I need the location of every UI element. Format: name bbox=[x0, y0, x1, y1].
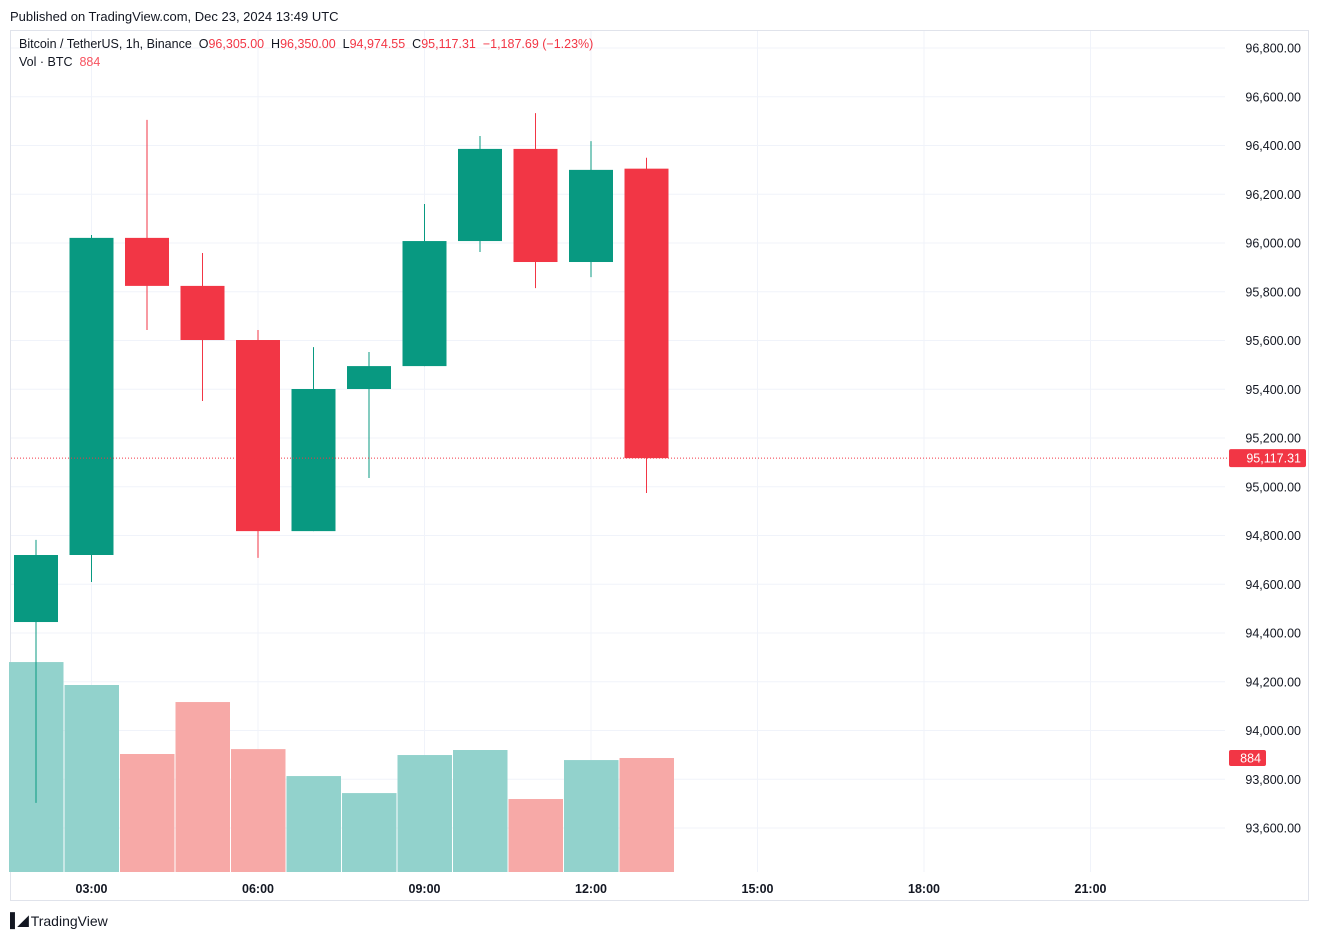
published-note: Published on TradingView.com, Dec 23, 20… bbox=[10, 9, 339, 24]
volume-label[interactable]: Vol · BTC bbox=[19, 55, 73, 69]
volume-bar bbox=[231, 749, 286, 872]
volume-bar bbox=[564, 760, 619, 872]
candle-body bbox=[624, 168, 669, 459]
y-tick-label: 95,400.00 bbox=[1245, 383, 1301, 397]
y-tick-label: 96,000.00 bbox=[1245, 237, 1301, 251]
y-tick-label: 95,800.00 bbox=[1245, 285, 1301, 299]
close-value: 95,117.31 bbox=[421, 37, 476, 51]
close-label: C bbox=[412, 37, 422, 51]
tradingview-brand[interactable]: ▌◢ TradingView bbox=[10, 912, 108, 929]
y-tick-label: 96,600.00 bbox=[1245, 90, 1301, 104]
candle-body bbox=[291, 389, 336, 532]
candle-body bbox=[402, 241, 447, 367]
volume-bar bbox=[619, 758, 674, 872]
symbol-title[interactable]: Bitcoin / TetherUS, 1h, Binance bbox=[19, 37, 192, 51]
y-tick-label: 94,800.00 bbox=[1245, 529, 1301, 543]
ohlc-legend: Bitcoin / TetherUS, 1h, Binance O96,305.… bbox=[19, 37, 593, 51]
volume-bar bbox=[286, 776, 341, 872]
y-tick-label: 95,600.00 bbox=[1245, 334, 1301, 348]
y-tick-label: 94,600.00 bbox=[1245, 578, 1301, 592]
candle-body bbox=[125, 237, 169, 286]
volume-bar bbox=[508, 799, 563, 872]
volume-legend: Vol · BTC 884 bbox=[19, 55, 100, 69]
tradingview-logo-icon: ▌◢ bbox=[10, 912, 29, 928]
x-tick-label: 09:00 bbox=[409, 882, 441, 896]
volume-bar bbox=[175, 702, 230, 872]
candle-body bbox=[236, 340, 280, 532]
last-volume-label: 884 bbox=[1240, 752, 1261, 766]
open-value: 96,305.00 bbox=[208, 37, 265, 51]
candle-body bbox=[347, 366, 391, 390]
x-tick-label: 12:00 bbox=[575, 882, 607, 896]
y-tick-label: 96,800.00 bbox=[1245, 42, 1301, 56]
y-tick-label: 96,200.00 bbox=[1245, 188, 1301, 202]
x-tick-label: 15:00 bbox=[742, 882, 774, 896]
last-price-label: 95,117.31 bbox=[1246, 452, 1301, 466]
volume-bar bbox=[397, 755, 452, 872]
candle-body bbox=[14, 555, 58, 623]
x-tick-label: 06:00 bbox=[242, 882, 274, 896]
y-tick-label: 93,800.00 bbox=[1245, 773, 1301, 787]
x-tick-label: 21:00 bbox=[1075, 882, 1107, 896]
change-value: −1,187.69 (−1.23%) bbox=[482, 37, 594, 51]
volume-bar bbox=[120, 754, 175, 872]
brand-name: TradingView bbox=[30, 912, 108, 929]
y-tick-label: 94,200.00 bbox=[1245, 675, 1301, 689]
open-label: O bbox=[198, 37, 209, 51]
y-tick-label: 95,000.00 bbox=[1245, 480, 1301, 494]
y-tick-label: 93,600.00 bbox=[1245, 822, 1301, 836]
x-tick-label: 03:00 bbox=[76, 882, 108, 896]
x-tick-label: 18:00 bbox=[908, 882, 940, 896]
last-price-badge bbox=[1229, 449, 1306, 468]
low-value: 94,974.55 bbox=[349, 37, 406, 51]
volume-bar bbox=[342, 793, 397, 872]
candle-body bbox=[458, 148, 502, 242]
volume-bar bbox=[64, 685, 119, 872]
last-volume-badge bbox=[1229, 750, 1266, 766]
candle-body bbox=[69, 237, 114, 555]
candle-body bbox=[513, 148, 558, 263]
chart-frame bbox=[10, 30, 1309, 901]
volume-bar bbox=[453, 750, 508, 872]
high-label: H bbox=[271, 37, 281, 51]
volume-value: 884 bbox=[79, 55, 101, 69]
high-value: 96,350.00 bbox=[280, 37, 336, 51]
candle-body bbox=[180, 285, 225, 341]
low-label: L bbox=[342, 37, 350, 51]
y-tick-label: 94,000.00 bbox=[1245, 724, 1301, 738]
candle-body bbox=[569, 169, 613, 263]
y-tick-label: 96,400.00 bbox=[1245, 139, 1301, 153]
y-tick-label: 94,400.00 bbox=[1245, 627, 1301, 641]
y-tick-label: 95,200.00 bbox=[1245, 432, 1301, 446]
